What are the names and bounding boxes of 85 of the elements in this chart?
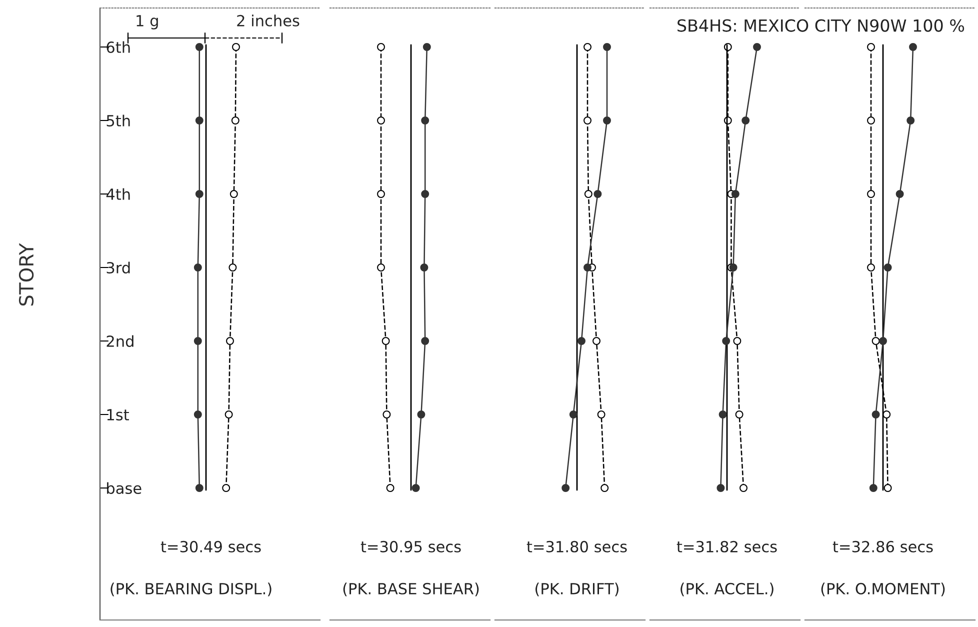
point <box>578 337 586 345</box>
y-tick-label: 5th <box>106 114 130 127</box>
point <box>879 337 887 345</box>
point <box>603 116 611 124</box>
text: (PK. ACCEL.) <box>680 582 774 596</box>
point <box>731 190 740 198</box>
point <box>584 116 592 124</box>
point <box>194 410 202 418</box>
point <box>377 116 385 124</box>
point <box>562 484 570 492</box>
point <box>867 43 875 51</box>
point <box>867 116 875 124</box>
point <box>597 410 606 418</box>
text: t=31.80 secs <box>526 540 627 552</box>
y-tick-label: 6th <box>106 41 130 54</box>
point <box>594 190 602 198</box>
point <box>377 190 385 198</box>
point <box>195 116 204 124</box>
chart-title: SB4HS: MEXICO CITY N90W 100 % <box>678 19 964 32</box>
text: 1 g <box>136 15 158 30</box>
text: t=31.82 secs <box>676 540 777 552</box>
point <box>569 410 578 418</box>
point <box>742 116 750 124</box>
text: (PK. DRIFT) <box>536 582 618 596</box>
point <box>226 337 234 345</box>
text: 2 inches <box>237 14 300 26</box>
point <box>753 43 761 51</box>
point <box>722 337 730 345</box>
point <box>194 337 202 345</box>
point <box>417 410 426 418</box>
point <box>884 484 892 492</box>
point <box>867 264 875 272</box>
point <box>884 264 892 272</box>
point <box>421 116 430 124</box>
text: t=32.86 secs <box>832 540 933 552</box>
point <box>603 43 611 51</box>
point <box>869 484 878 492</box>
point <box>421 337 430 345</box>
point <box>718 410 727 418</box>
y-tick-label: 4th <box>106 188 130 200</box>
point <box>195 484 204 492</box>
point <box>194 264 202 272</box>
text: t=30.49 secs <box>160 540 261 552</box>
point <box>412 484 420 492</box>
point <box>735 410 744 418</box>
point <box>231 116 240 124</box>
point <box>421 190 430 198</box>
y-tick-label: 2nd <box>106 335 134 348</box>
text: (PK. O.MOMENT) <box>821 582 945 596</box>
point <box>600 484 609 492</box>
point <box>584 43 592 51</box>
point <box>195 190 204 198</box>
point <box>377 264 385 272</box>
point <box>382 410 391 418</box>
point <box>420 264 428 272</box>
point <box>740 484 748 492</box>
point <box>230 190 238 198</box>
point <box>909 43 917 51</box>
point <box>716 484 725 492</box>
point <box>382 337 390 345</box>
text: (PK. BASE SHEAR) <box>343 582 479 596</box>
y-tick-label: 1st <box>107 409 129 421</box>
point <box>872 337 880 345</box>
y-tick-label: 3rd <box>106 262 130 274</box>
point <box>386 484 394 492</box>
point <box>906 116 915 124</box>
point <box>592 337 600 345</box>
point <box>867 190 875 198</box>
point <box>733 337 742 345</box>
point <box>228 264 237 272</box>
point <box>377 43 385 51</box>
point <box>896 190 904 198</box>
point <box>584 264 592 272</box>
point <box>222 484 230 492</box>
point <box>872 410 880 418</box>
point <box>195 43 204 51</box>
text: t=30.95 secs <box>360 540 461 552</box>
point <box>584 190 592 198</box>
y-axis-title: STORY <box>18 243 34 306</box>
point <box>882 410 891 418</box>
y-tick-label: base <box>107 482 142 494</box>
point <box>224 410 233 418</box>
point <box>232 43 240 51</box>
text: (PK. BEARING DISPL.) <box>110 582 272 596</box>
point <box>422 43 431 51</box>
